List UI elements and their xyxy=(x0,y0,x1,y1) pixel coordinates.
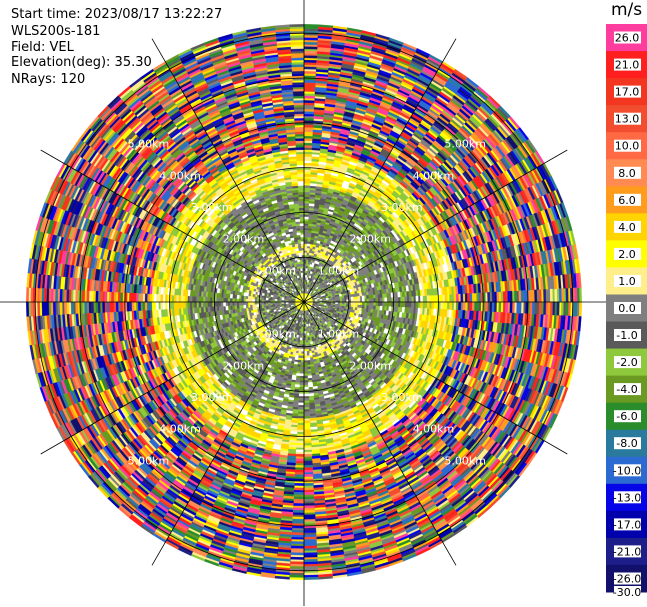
range-ring-label: 4.00km xyxy=(413,423,455,436)
range-ring-label: 2.00km xyxy=(349,359,391,372)
colorbar-tick-bg xyxy=(614,139,641,152)
colorbar-tick-bg xyxy=(614,383,641,396)
colorbar-tick-bg xyxy=(614,356,641,369)
range-ring-label: 3.00km xyxy=(191,391,233,404)
range-ring-labels: 1.00km 1.00km 1.00km 1.00km 2.00km 2.00km 2.00… xyxy=(128,138,486,468)
colorbar-tick-bg xyxy=(614,518,641,531)
colorbar-tick-bg xyxy=(614,220,641,233)
colorbar-tick-bg xyxy=(614,58,641,71)
range-ring-label: 5.00km xyxy=(444,454,486,467)
colorbar-tick-bg xyxy=(614,545,641,558)
range-ring-grid xyxy=(0,0,608,606)
azimuth-line xyxy=(40,149,568,455)
colorbar-tick-bg xyxy=(614,193,641,206)
range-ring-label: 1.00km xyxy=(318,328,360,341)
colorbar-tick-bg xyxy=(614,491,641,504)
colorbar-tick-label: -4.0 xyxy=(616,383,637,396)
range-ring-label: 1.00km xyxy=(254,328,296,341)
range-ring-label: 3.00km xyxy=(381,201,423,214)
colorbar-tick-bg xyxy=(614,437,641,450)
colorbar-tick-label: 13.0 xyxy=(615,113,640,126)
range-ring-label: 4.00km xyxy=(159,169,201,182)
colorbar-tick-bg xyxy=(614,329,641,341)
colorbar-tick-label: -2.0 xyxy=(616,356,637,369)
colorbar-tick-label: -10.0 xyxy=(613,464,641,477)
colorbar: 26.0 21.0 17.0 13.0 10.0 8.0 6.0 4.0 2.0 1.0 0.0 -1… xyxy=(606,24,647,599)
colorbar-tick-bg xyxy=(614,166,641,179)
colorbar-tick-bg xyxy=(614,464,641,477)
range-ring-label: 4.00km xyxy=(413,169,455,182)
range-ring-label: 5.00km xyxy=(128,138,170,151)
colorbar-tick-bg xyxy=(614,85,641,98)
colorbar-tick-label: 26.0 xyxy=(615,32,640,45)
range-ring-label: 2.00km xyxy=(349,233,391,246)
elevation-label: Elevation(deg): 35.30 xyxy=(11,55,152,70)
colorbar-tick-label: 8.0 xyxy=(618,167,636,180)
colorbar-tick-label: -21.0 xyxy=(613,545,641,558)
colorbar-tick-label: 21.0 xyxy=(615,59,640,72)
instrument-label: WLS200s-181 xyxy=(11,24,101,39)
colorbar-tick-label: -13.0 xyxy=(613,491,641,504)
colorbar-tick-bg xyxy=(614,275,641,287)
colorbar-tick-label: -26.0 xyxy=(613,573,641,586)
range-ring-label: 1.00km xyxy=(318,264,360,277)
range-ring-label: 1.00km xyxy=(254,264,296,277)
colorbar-tick-label: -17.0 xyxy=(613,518,641,531)
colorbar-tick-bg xyxy=(614,31,641,44)
colorbar-tick-label: 2.0 xyxy=(618,248,636,261)
range-ring-label: 2.00km xyxy=(223,233,265,246)
colorbar-tick-label: 10.0 xyxy=(615,140,640,153)
colorbar-tick-bg xyxy=(614,302,641,314)
range-ring-label: 5.00km xyxy=(444,138,486,151)
colorbar-tick-label: 4.0 xyxy=(618,221,636,234)
range-ring-label: 3.00km xyxy=(381,391,423,404)
range-ring-label: 5.00km xyxy=(128,454,170,467)
colorbar-tick-label: 6.0 xyxy=(618,194,636,207)
colorbar-tick-bg xyxy=(614,247,641,260)
range-ring-label: 2.00km xyxy=(223,359,265,372)
colorbar-tick-label: 1.0 xyxy=(618,275,636,288)
colorbar-tick-label: -8.0 xyxy=(616,437,637,450)
colorbar-unit: m/s xyxy=(611,0,643,20)
nrays-label: NRays: 120 xyxy=(11,72,86,87)
colorbar-tick-bg xyxy=(614,586,641,598)
colorbar-tick-label: -30.0 xyxy=(613,586,641,599)
range-ring-label: 3.00km xyxy=(191,201,233,214)
colorbar-tick-bg xyxy=(614,112,641,125)
start-time-label: Start time: 2023/08/17 13:22:27 xyxy=(11,7,223,22)
field-label: Field: VEL xyxy=(11,40,74,55)
colorbar-tick-label: -6.0 xyxy=(616,410,637,423)
colorbar-tick-bg xyxy=(614,572,641,585)
colorbar-tick-bg xyxy=(614,410,641,423)
range-ring-label: 4.00km xyxy=(159,423,201,436)
colorbar-tick-label: 0.0 xyxy=(618,302,636,315)
colorbar-tick-label: 17.0 xyxy=(615,86,640,99)
colorbar-tick-label: -1.0 xyxy=(616,329,637,342)
